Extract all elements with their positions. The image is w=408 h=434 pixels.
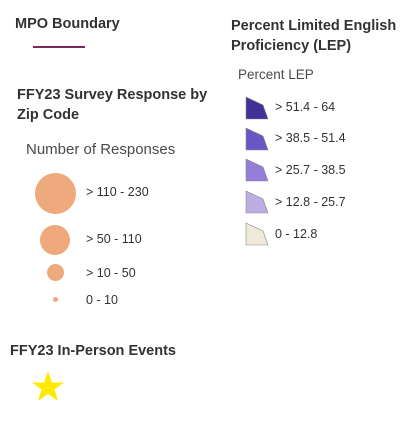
circle-symbol-medium <box>40 225 70 255</box>
polygon-swatch <box>245 96 269 120</box>
events-title: FFY23 In-Person Events <box>10 343 176 359</box>
circle-symbol-small <box>47 264 64 281</box>
polygon-swatch <box>245 158 269 182</box>
lep-field-label: Percent LEP <box>238 67 314 82</box>
lep-class-label: > 51.4 - 64 <box>275 100 336 114</box>
star-icon <box>32 371 64 401</box>
survey-class-label: > 50 - 110 <box>86 232 142 246</box>
mpo-boundary-title: MPO Boundary <box>15 16 120 32</box>
legend-right-column: Percent Limited English Proficiency (LEP… <box>228 0 408 434</box>
lep-class-label: 0 - 12.8 <box>275 227 318 241</box>
polygon-swatch <box>245 127 269 151</box>
legend-left-column: MPO Boundary FFY23 Survey Response by Zi… <box>10 16 208 401</box>
circle-symbol-tiny <box>53 297 58 302</box>
lep-class-label: > 38.5 - 51.4 <box>275 131 346 145</box>
circle-symbol-large <box>35 173 76 214</box>
survey-response-field-label: Number of Responses <box>26 141 176 158</box>
lep-class-label: > 12.8 - 25.7 <box>275 195 346 209</box>
survey-class-label: > 110 - 230 <box>86 185 149 199</box>
boundary-line-symbol <box>33 46 85 48</box>
lep-title: Percent Limited English Proficiency (LEP… <box>231 18 397 54</box>
survey-response-title: FFY23 Survey Response by Zip Code <box>17 87 208 123</box>
polygon-swatch <box>245 190 269 214</box>
polygon-swatch <box>245 222 269 246</box>
lep-class-label: > 25.7 - 38.5 <box>275 163 346 177</box>
survey-class-label: > 10 - 50 <box>86 266 136 280</box>
survey-class-label: 0 - 10 <box>86 293 118 307</box>
